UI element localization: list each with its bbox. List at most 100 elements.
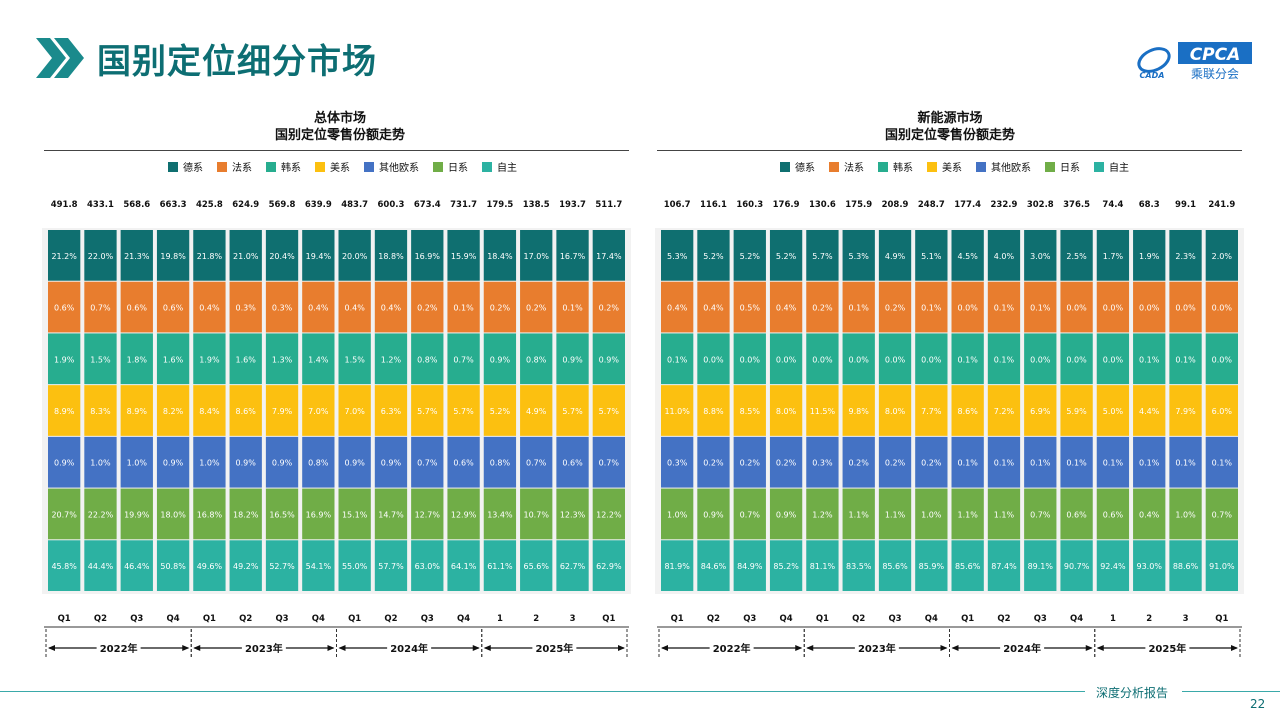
bar-segment-其他欧系 xyxy=(1169,436,1202,488)
logo-subtext: 乘联分会 xyxy=(1191,67,1239,81)
data-label: 6.3% xyxy=(381,407,402,416)
data-label: 4.9% xyxy=(885,252,906,261)
data-label: 0.1% xyxy=(849,304,870,313)
arrow-head-left xyxy=(483,645,491,651)
total-label: 116.1 xyxy=(700,200,727,210)
bar-segment-日系 xyxy=(338,488,371,540)
data-label: 1.9% xyxy=(54,355,75,364)
logo-mark: CADA xyxy=(1140,71,1165,80)
bar-segment-自主 xyxy=(193,540,226,591)
legend-swatch xyxy=(878,161,888,172)
data-label: 0.2% xyxy=(417,304,438,313)
bar-segment-德系 xyxy=(1024,230,1057,281)
total-label: 568.6 xyxy=(123,200,150,210)
category-label: Q2 xyxy=(239,614,252,624)
data-label: 1.7% xyxy=(1103,252,1124,261)
total-label: 208.9 xyxy=(882,200,909,210)
arrow-head-left xyxy=(338,645,346,651)
bar-segment-韩系 xyxy=(483,333,517,385)
bar-segment-韩系 xyxy=(374,333,408,385)
data-label: 1.3% xyxy=(272,355,293,364)
data-label: 11.5% xyxy=(810,407,836,416)
bar-segment-其他欧系 xyxy=(84,436,117,488)
data-label: 5.7% xyxy=(599,407,620,416)
category-label: Q1 xyxy=(961,614,974,624)
bar-segment-韩系 xyxy=(48,333,81,385)
data-label: 15.9% xyxy=(451,252,477,261)
category-label: Q3 xyxy=(275,614,288,624)
total-label: 248.7 xyxy=(918,200,945,210)
legend-swatch xyxy=(1045,161,1055,172)
bar-segment-日系 xyxy=(556,488,589,540)
bar-segment-自主 xyxy=(661,540,694,591)
bar-segment-其他欧系 xyxy=(1096,436,1130,488)
total-label: 433.1 xyxy=(87,200,114,210)
bar-segment-法系 xyxy=(193,281,226,333)
data-label: 0.9% xyxy=(236,459,257,468)
data-label: 0.6% xyxy=(453,459,474,468)
right-legend-item: 其他欧系 xyxy=(976,159,1031,174)
bar-segment-其他欧系 xyxy=(229,436,262,488)
category-label: Q2 xyxy=(997,614,1010,624)
bar-segment-韩系 xyxy=(556,333,589,385)
data-label: 0.2% xyxy=(740,459,761,468)
data-label: 0.7% xyxy=(740,510,761,519)
bar-segment-其他欧系 xyxy=(120,436,153,488)
data-label: 0.0% xyxy=(1030,355,1051,364)
left-legend-item: 自主 xyxy=(482,159,517,174)
bar-segment-韩系 xyxy=(661,333,694,385)
bar-segment-法系 xyxy=(520,281,553,333)
data-label: 0.2% xyxy=(921,459,942,468)
data-label: 0.3% xyxy=(667,459,688,468)
category-label: Q3 xyxy=(1034,614,1047,624)
data-label: 1.1% xyxy=(994,510,1015,519)
data-label: 0.6% xyxy=(163,304,184,313)
bar-segment-法系 xyxy=(878,281,912,333)
total-label: 177.4 xyxy=(954,200,981,210)
bar-segment-美系 xyxy=(915,385,948,436)
bar-segment-法系 xyxy=(447,281,480,333)
bar-segment-自主 xyxy=(1133,540,1166,591)
data-label: 0.1% xyxy=(1175,355,1196,364)
bar-segment-日系 xyxy=(1060,488,1093,540)
legend-label: 德系 xyxy=(795,163,815,174)
total-label: 130.6 xyxy=(809,200,836,210)
data-label: 0.7% xyxy=(417,459,438,468)
bar-segment-自主 xyxy=(265,540,299,591)
total-label: 232.9 xyxy=(991,200,1018,210)
total-label: 99.1 xyxy=(1175,200,1196,210)
data-label: 0.6% xyxy=(127,304,148,313)
bar-segment-自主 xyxy=(84,540,117,591)
bar-segment-韩系 xyxy=(265,333,299,385)
data-label: 7.2% xyxy=(994,407,1015,416)
legend-swatch xyxy=(315,161,325,172)
bar-segment-日系 xyxy=(302,488,335,540)
bar-segment-韩系 xyxy=(84,333,117,385)
category-label: Q1 xyxy=(58,614,71,624)
data-label: 90.7% xyxy=(1064,562,1090,571)
category-label: Q3 xyxy=(130,614,143,624)
chart-left-subtitle: 国别定位零售份额走势 xyxy=(274,128,405,143)
data-label: 13.4% xyxy=(487,510,513,519)
logo-text: CPCA xyxy=(1190,45,1241,65)
data-label: 0.4% xyxy=(776,304,797,313)
bar-segment-美系 xyxy=(1205,385,1238,436)
bar-segment-德系 xyxy=(374,230,408,281)
bar-segment-德系 xyxy=(878,230,912,281)
data-label: 1.9% xyxy=(1139,252,1160,261)
data-label: 62.9% xyxy=(596,562,622,571)
data-label: 2.3% xyxy=(1175,252,1196,261)
bar-segment-法系 xyxy=(1133,281,1166,333)
data-label: 89.1% xyxy=(1028,562,1054,571)
bar-segment-日系 xyxy=(592,488,625,540)
arrow-head-right xyxy=(940,645,948,651)
bar-segment-日系 xyxy=(915,488,948,540)
bar-segment-德系 xyxy=(697,230,730,281)
bar-segment-美系 xyxy=(733,385,766,436)
bar-segment-德系 xyxy=(520,230,553,281)
bar-segment-美系 xyxy=(806,385,839,436)
bar-segment-其他欧系 xyxy=(1024,436,1057,488)
bar-segment-其他欧系 xyxy=(1205,436,1238,488)
data-label: 0.0% xyxy=(1212,304,1233,313)
